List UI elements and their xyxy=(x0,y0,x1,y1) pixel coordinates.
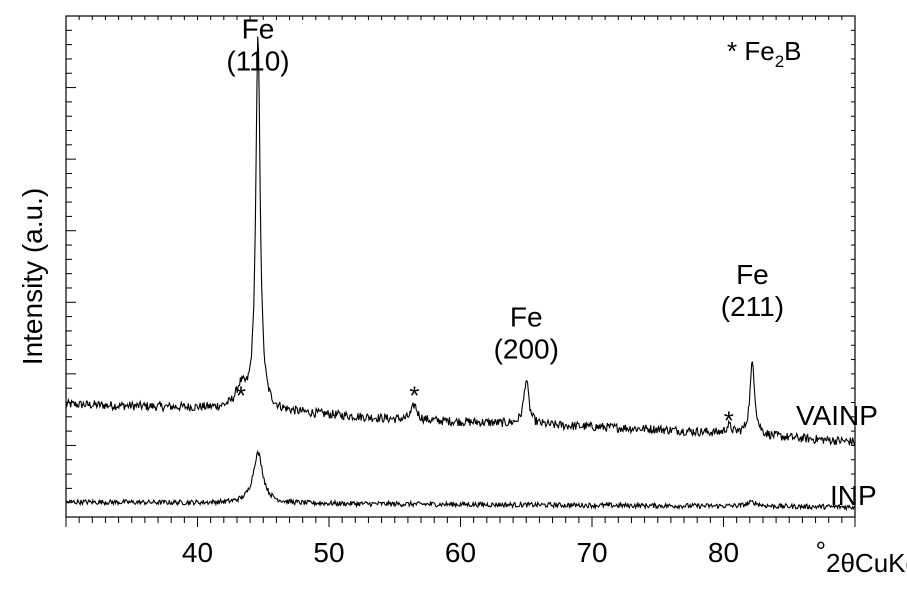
peak-annotation: (211) xyxy=(721,291,784,322)
peak-annotation: (200) xyxy=(494,334,559,365)
y-axis-label: Intensity (a.u.) xyxy=(17,188,48,365)
x-tick-label: 80 xyxy=(708,537,739,568)
x-axis-degree-symbol: ° xyxy=(816,536,826,566)
series-label-vainp: VAINP xyxy=(796,400,878,431)
peak-annotation: Fe xyxy=(510,302,543,333)
x-axis-label: 2θCuKα xyxy=(826,548,907,578)
fe2b-marker: * xyxy=(409,380,419,410)
peak-annotation: Fe xyxy=(242,14,275,45)
series-line-vainp xyxy=(65,36,856,446)
series-label-inp: INP xyxy=(830,480,877,511)
x-tick-label: 40 xyxy=(182,537,213,568)
legend-fe2b: * Fe2B xyxy=(727,36,802,71)
x-tick-label: 70 xyxy=(576,537,607,568)
chart-series xyxy=(65,36,856,512)
fe2b-marker: * xyxy=(724,405,734,435)
series-line-inp xyxy=(65,449,856,512)
peak-annotation: (110) xyxy=(226,46,289,77)
x-tick-label: 60 xyxy=(445,537,476,568)
chart-axes: 40 50 60 70 80 °2θCuKα Intensity (a.u.) xyxy=(17,15,907,578)
x-tick-label: 50 xyxy=(313,537,344,568)
fe2b-marker: * xyxy=(236,380,246,410)
peak-annotation: Fe xyxy=(736,259,769,290)
